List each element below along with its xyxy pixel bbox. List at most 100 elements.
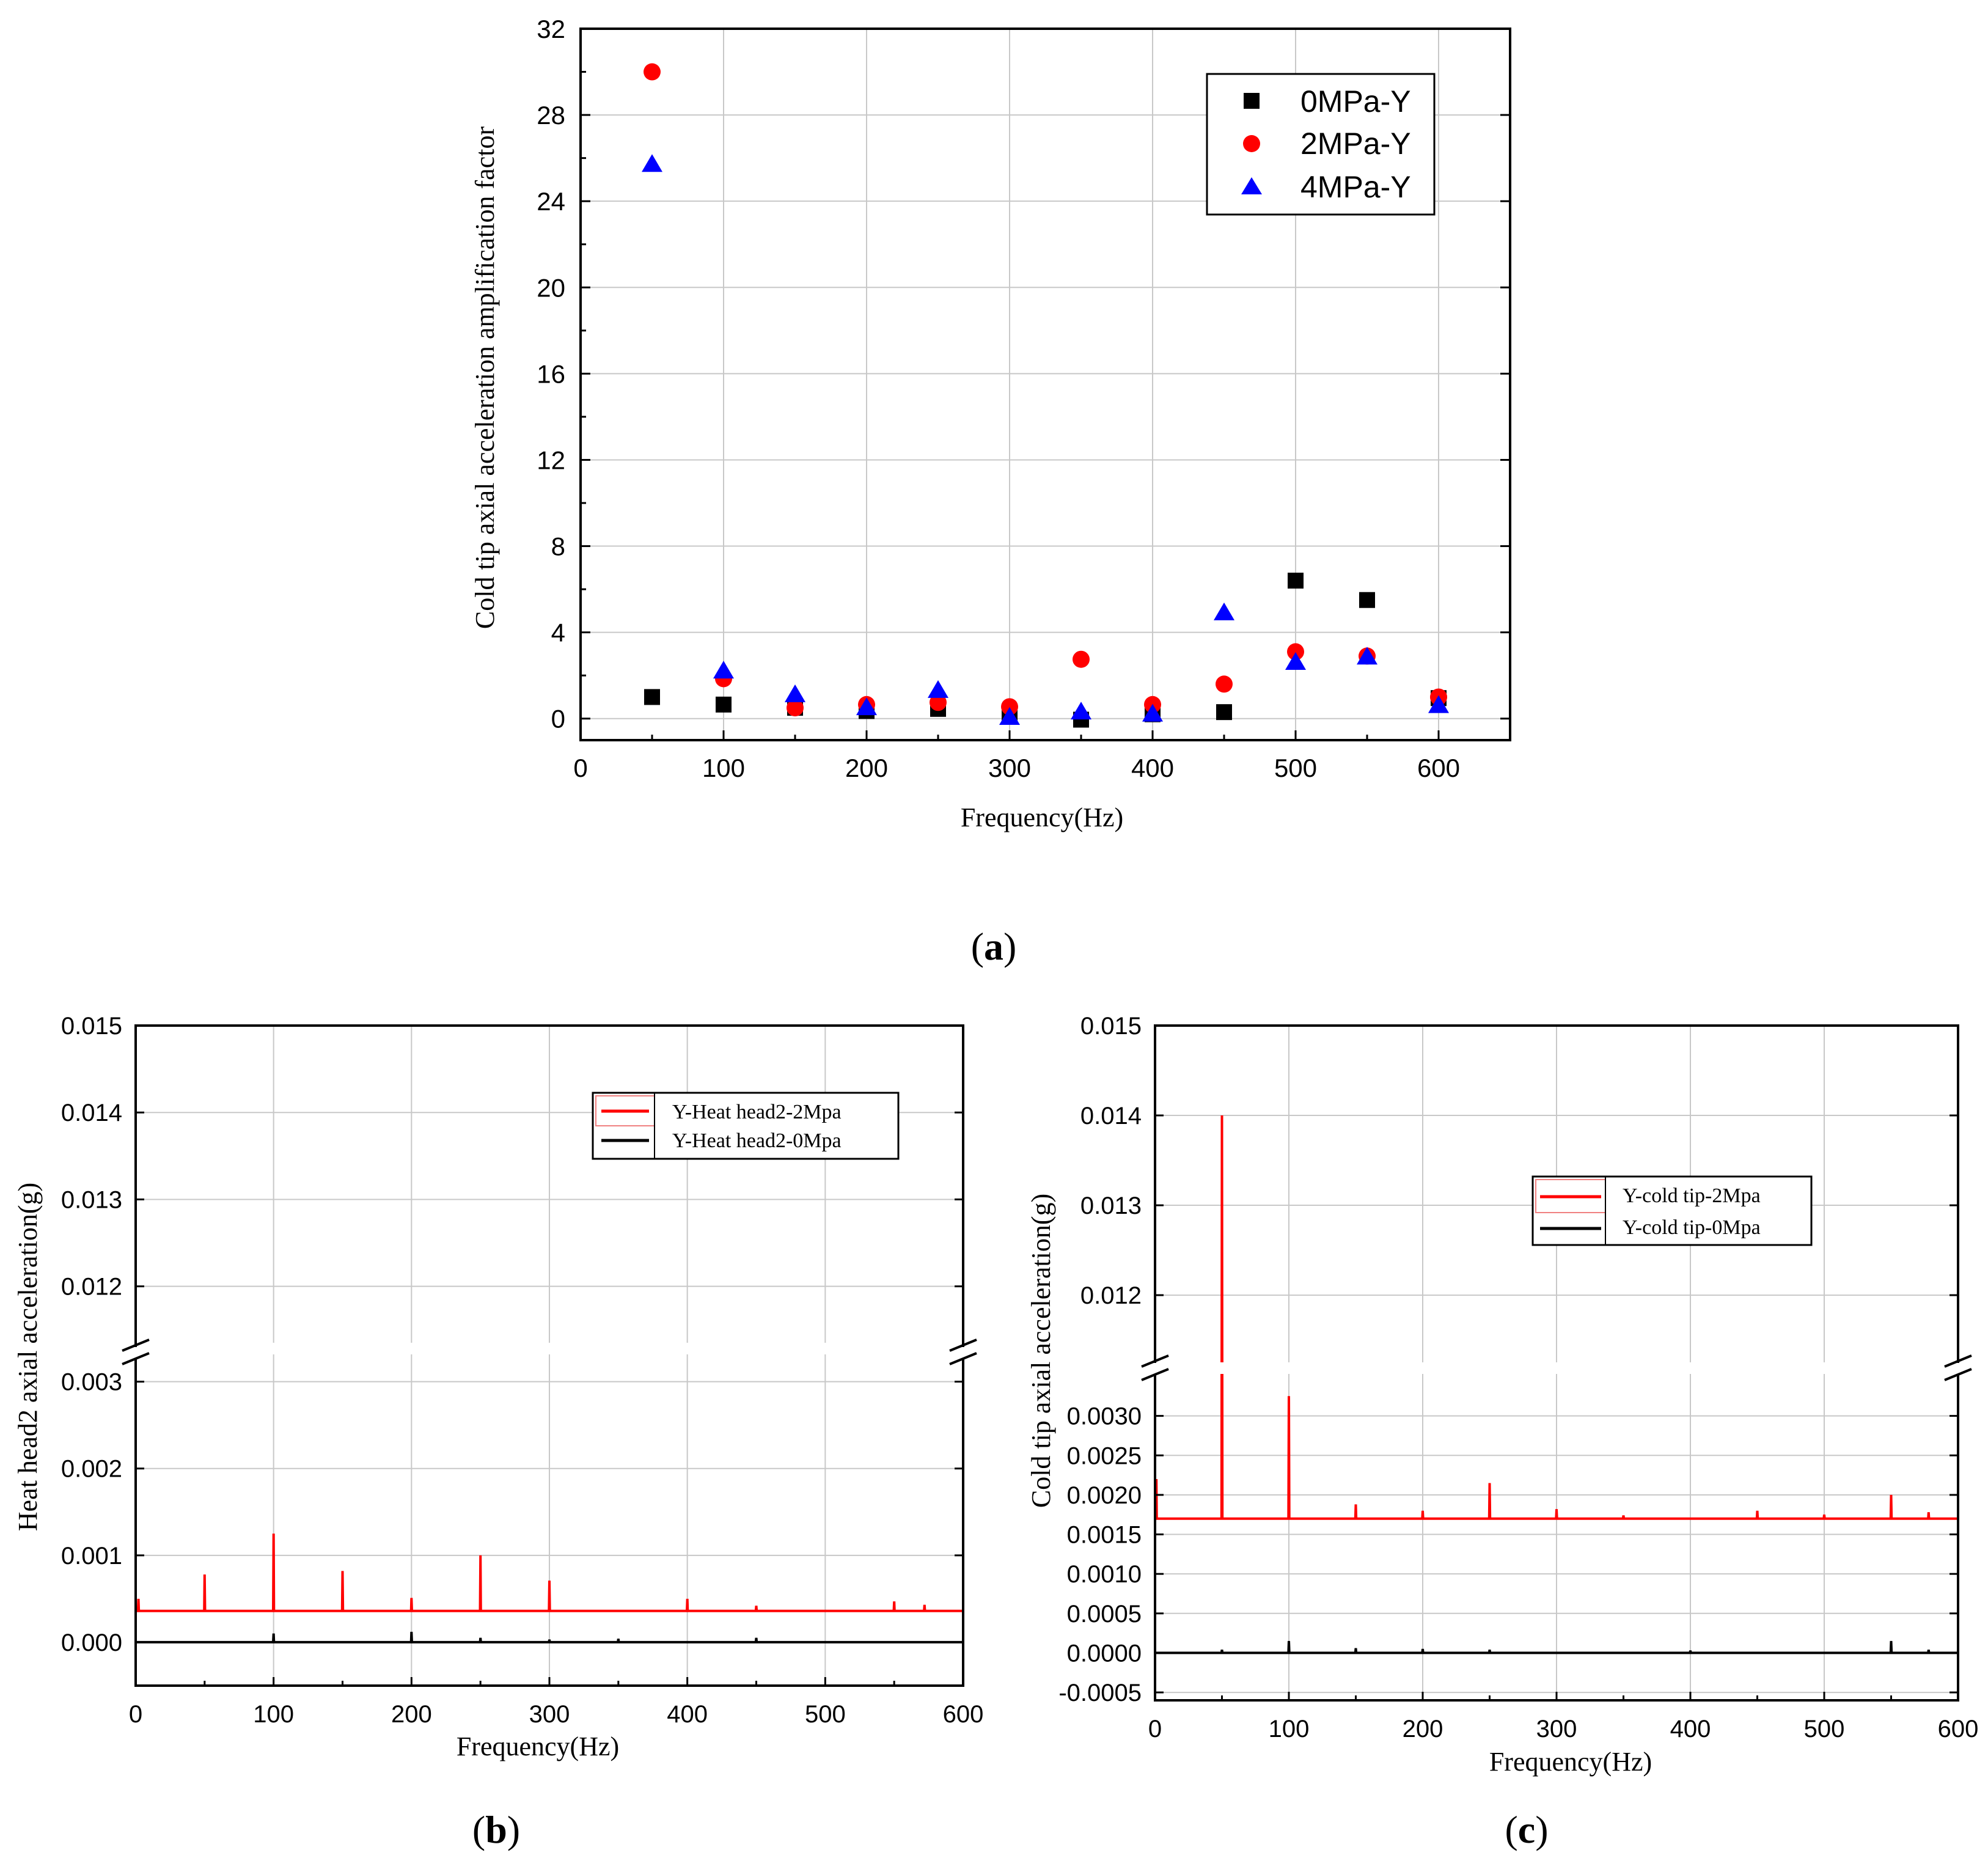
- panel-b-black-spectrum: [136, 1631, 963, 1643]
- panel-c-x-tick-label: 600: [1938, 1716, 1979, 1742]
- panel-a-y-tick-label: 24: [537, 187, 565, 216]
- panel-c-x-tick-label: 200: [1403, 1716, 1443, 1742]
- panel-c-y-tick-label: 0.013: [1080, 1192, 1142, 1219]
- panel-c-black-spectrum: [1155, 1640, 1958, 1654]
- panel-b-red-spectrum: [136, 1533, 963, 1612]
- panel-a-x-tick-label: 500: [1274, 754, 1317, 782]
- panel-b-x-tick-label: 400: [667, 1701, 708, 1728]
- panel-a-point-2mpa-y: [1216, 675, 1233, 693]
- panel-c-y-tick-label: 0.0010: [1067, 1561, 1142, 1588]
- panel-label-a: (a): [971, 925, 1017, 968]
- panel-c-break-mark: [1141, 1368, 1169, 1381]
- panel-a-y-tick-label: 20: [537, 273, 565, 302]
- panel-b-x-tick-label: 100: [253, 1701, 294, 1728]
- panel-a-point-4mpa-y: [928, 680, 948, 698]
- panel-b-y-axis-title: Heat head2 axial acceleration(g): [13, 1183, 43, 1531]
- panel-a-legend-label-0mpa: 0MPa-Y: [1300, 84, 1411, 119]
- panel-a-point-4mpa-y: [1142, 703, 1163, 722]
- panel-b-chart: 0 100 200 300 400 500 600 0.000 0.001 0.002 0.003 0…: [13, 1013, 983, 1761]
- panel-c-y-tick-label: 0.0015: [1067, 1522, 1142, 1549]
- panel-label-c: (c): [1505, 1808, 1548, 1851]
- panel-b-y-tick-label: 0.001: [61, 1543, 122, 1570]
- panel-c-y-axis-title: Cold tip axial acceleration(g): [1026, 1194, 1056, 1508]
- panel-a-point-2mpa-y: [1287, 643, 1304, 661]
- panel-c-x-tick-label: 500: [1804, 1716, 1845, 1742]
- panel-b-legend: Y-Heat head2-2Mpa Y-Heat head2-0Mpa: [592, 1092, 900, 1160]
- panel-c-y-tick-label: 0.014: [1080, 1103, 1142, 1129]
- panel-a-x-tick-label: 0: [573, 754, 587, 782]
- legend-triangle-marker: [1241, 177, 1262, 194]
- panel-a-legend-label-4mpa: 4MPa-Y: [1300, 170, 1411, 204]
- panel-c-ticks: [1154, 1024, 1959, 1700]
- panel-c-break-mask: [1157, 1362, 1956, 1374]
- panel-b-break-gap: [131, 1347, 141, 1359]
- panel-c-break-mark: [1944, 1354, 1972, 1368]
- panel-b-x-tick-label: 500: [805, 1701, 846, 1728]
- panel-c-spectra: [1154, 1115, 1958, 1654]
- panel-b-axis-break: [122, 1338, 977, 1365]
- panel-a-tick-labels: 0 100 200 300 400 500 600 0 4 8 12 16 20 24 28 32: [537, 15, 1460, 782]
- panel-a-y-tick-label: 12: [537, 446, 565, 474]
- panel-c-x-axis-title: Frequency(Hz): [1489, 1747, 1652, 1777]
- panel-a-plot-frame: [579, 28, 1511, 741]
- panel-b-break-mark: [949, 1338, 977, 1352]
- panel-a-point-4mpa-y: [642, 154, 662, 172]
- panel-c-red-spectrum: [1154, 1115, 1958, 1520]
- panel-c-y-tick-label: 0.012: [1080, 1282, 1142, 1309]
- panel-c-legend-label-2mpa: Y-cold tip-2Mpa: [1623, 1184, 1761, 1207]
- panel-a-point-4mpa-y: [1428, 695, 1449, 713]
- panel-a-x-axis-title: Frequency(Hz): [961, 802, 1123, 832]
- panel-a-point-4mpa-y: [713, 661, 734, 679]
- panel-a-point-2mpa-y: [1073, 650, 1090, 668]
- panel-a-ticks: [579, 28, 1510, 740]
- panel-b-legend-label-0mpa: Y-Heat head2-0Mpa: [672, 1129, 842, 1152]
- panel-a-x-tick-label: 600: [1417, 754, 1460, 782]
- panel-a-point-4mpa-y: [1214, 602, 1234, 620]
- panel-a-point-4mpa-y: [1357, 647, 1377, 665]
- panel-a-x-tick-label: 300: [988, 754, 1031, 782]
- legend-square-marker: [1244, 93, 1260, 109]
- panel-c-legend-label-0mpa: Y-cold tip-0Mpa: [1623, 1216, 1761, 1239]
- panel-b-x-tick-label: 0: [129, 1701, 142, 1728]
- panel-a-point-0mpa-y: [1288, 572, 1304, 589]
- panel-c-y-tick-label: 0.0005: [1067, 1601, 1142, 1628]
- panel-b-y-tick-label: 0.012: [61, 1274, 122, 1301]
- panel-a-point-4mpa-y: [1285, 652, 1306, 670]
- panel-a-point-4mpa-y: [999, 707, 1020, 725]
- panel-a-legend-label-2mpa: 2MPa-Y: [1300, 127, 1411, 161]
- panel-c-break-mark: [1944, 1368, 1972, 1381]
- panel-c-legend-box: [1531, 1175, 1813, 1246]
- panel-a-point-0mpa-y: [1216, 704, 1232, 721]
- panel-c-x-tick-label: 400: [1670, 1716, 1711, 1742]
- panel-b-y-tick-label: 0.015: [61, 1013, 122, 1040]
- panel-c-y-tick-label: 0.0030: [1067, 1403, 1142, 1430]
- panel-c-y-tick-label: 0.015: [1080, 1013, 1142, 1040]
- panel-a-point-2mpa-y: [787, 699, 804, 717]
- panel-c-legend: Y-cold tip-2Mpa Y-cold tip-0Mpa: [1531, 1175, 1813, 1246]
- panel-c-x-tick-label: 300: [1536, 1716, 1577, 1742]
- panel-a-point-0mpa-y: [644, 689, 660, 705]
- panel-b-break-mark: [122, 1338, 150, 1352]
- panel-a-point-4mpa-y: [785, 684, 805, 702]
- panel-b-break-mark: [949, 1352, 977, 1365]
- panel-b-tick-labels: 0 100 200 300 400 500 600 0.000 0.001 0.002 0.003 0…: [61, 1013, 983, 1728]
- panel-b-x-tick-label: 600: [943, 1701, 984, 1728]
- panel-b-x-tick-label: 200: [391, 1701, 432, 1728]
- panel-a-chart: 0 100 200 300 400 500 600 0 4 8 12 16 20 24 28 32 Frequ…: [470, 15, 1511, 832]
- panel-a-x-tick-label: 400: [1131, 754, 1174, 782]
- panel-a-y-tick-label: 8: [551, 532, 565, 561]
- panel-c-y-tick-label: 0.0025: [1067, 1442, 1142, 1469]
- panel-b-x-axis-title: Frequency(Hz): [457, 1731, 619, 1761]
- panel-a-y-tick-label: 28: [537, 101, 565, 130]
- panel-c-break-gap: [1150, 1363, 1160, 1375]
- panel-a-y-axis-title: Cold tip axial acceleration amplificatio…: [470, 127, 500, 630]
- panel-a-point-2mpa-y: [1001, 698, 1018, 716]
- panel-a-y-tick-label: 32: [537, 15, 565, 43]
- panel-c-y-tick-label: 0.0000: [1067, 1640, 1142, 1667]
- panel-b-y-tick-label: 0.003: [61, 1369, 122, 1396]
- panel-b-x-tick-label: 300: [529, 1701, 570, 1728]
- panel-a-legend: 0MPa-Y 2MPa-Y 4MPa-Y: [1206, 73, 1436, 216]
- panel-c-break-mark: [1141, 1354, 1169, 1368]
- panel-c-x-tick-label: 100: [1269, 1716, 1310, 1742]
